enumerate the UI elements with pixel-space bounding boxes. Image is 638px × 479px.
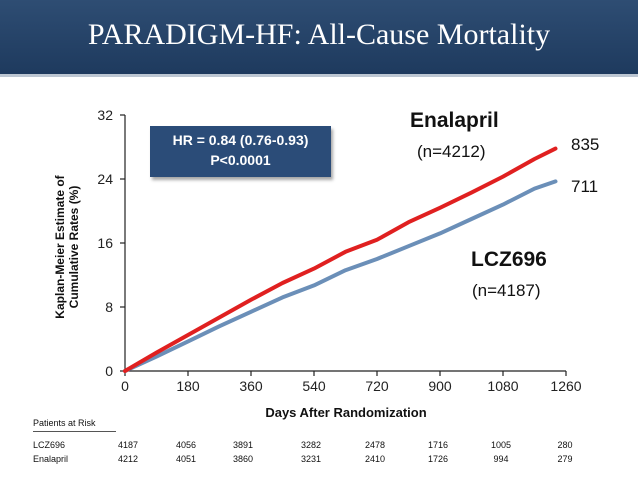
risk-cell: 2410 bbox=[364, 454, 386, 464]
x-tick-label: 180 bbox=[176, 378, 200, 394]
p-value-text: P<0.0001 bbox=[210, 152, 271, 168]
risk-cell: 4056 bbox=[175, 440, 197, 450]
title-bar: PARADIGM-HF: All-Cause Mortality bbox=[0, 0, 638, 77]
hazard-ratio-text: HR = 0.84 (0.76-0.93) bbox=[172, 132, 309, 148]
x-tick-label: 0 bbox=[121, 378, 129, 394]
chart-lines bbox=[123, 146, 558, 373]
risk-row-label: Enalapril bbox=[33, 454, 69, 464]
risk-cell: 279 bbox=[557, 454, 573, 464]
x-tick-label: 1080 bbox=[487, 378, 518, 394]
hazard-ratio-box: HR = 0.84 (0.76-0.93) P<0.0001 bbox=[150, 126, 331, 177]
y-tick-label: 0 bbox=[105, 363, 113, 379]
series-line-lcz696 bbox=[123, 179, 558, 373]
lcz696-end-value: 711 bbox=[571, 177, 599, 196]
enalapril-n-label: (n=4212) bbox=[417, 142, 486, 161]
y-axis-label-line2: Cumulative Rates (%) bbox=[67, 186, 81, 309]
slide-title: PARADIGM-HF: All-Cause Mortality bbox=[87, 18, 551, 51]
lcz696-n-label: (n=4187) bbox=[472, 281, 541, 300]
risk-cell: 994 bbox=[493, 454, 509, 464]
risk-table-header: Patients at Risk bbox=[33, 418, 96, 428]
series-line-enalapril bbox=[123, 146, 558, 373]
y-tick-label: 32 bbox=[97, 107, 113, 123]
y-axis-label-line1: Kaplan-Meier Estimate of bbox=[53, 174, 67, 318]
enalapril-end-value: 835 bbox=[571, 135, 600, 154]
x-tick-label: 900 bbox=[428, 378, 452, 394]
x-tick-label: 360 bbox=[239, 378, 263, 394]
risk-cell: 3282 bbox=[300, 440, 322, 450]
x-tick-label: 1260 bbox=[550, 378, 581, 394]
risk-cell: 3231 bbox=[300, 454, 322, 464]
risk-cell: 280 bbox=[557, 440, 573, 450]
y-tick-label: 8 bbox=[105, 299, 113, 315]
risk-cell: 4212 bbox=[117, 454, 139, 464]
x-tick-label: 720 bbox=[365, 378, 389, 394]
y-tick-label: 16 bbox=[97, 235, 113, 251]
chart-axes: 0 8 16 24 32 0 180 360 540 720 900 1080 1260 bbox=[97, 107, 581, 394]
risk-cell: 1726 bbox=[427, 454, 449, 464]
risk-cell: 4187 bbox=[117, 440, 139, 450]
x-axis-label: Days After Randomization bbox=[265, 405, 426, 420]
risk-cell: 3860 bbox=[232, 454, 254, 464]
y-tick-label: 24 bbox=[97, 171, 113, 187]
risk-row-label: LCZ696 bbox=[33, 440, 66, 450]
risk-cell: 2478 bbox=[364, 440, 386, 450]
enalapril-label: Enalapril bbox=[410, 109, 499, 132]
x-tick-label: 540 bbox=[302, 378, 326, 394]
risk-row-enalapril: Enalapril 4212 4051 3860 3231 2410 1726 … bbox=[0, 454, 638, 466]
risk-cell: 1005 bbox=[490, 440, 512, 450]
risk-cell: 1716 bbox=[427, 440, 449, 450]
lcz696-label: LCZ696 bbox=[471, 248, 547, 271]
risk-cell: 3891 bbox=[232, 440, 254, 450]
risk-cell: 4051 bbox=[175, 454, 197, 464]
risk-row-lcz696: LCZ696 4187 4056 3891 3282 2478 1716 100… bbox=[0, 440, 638, 452]
risk-table-divider bbox=[33, 431, 116, 432]
